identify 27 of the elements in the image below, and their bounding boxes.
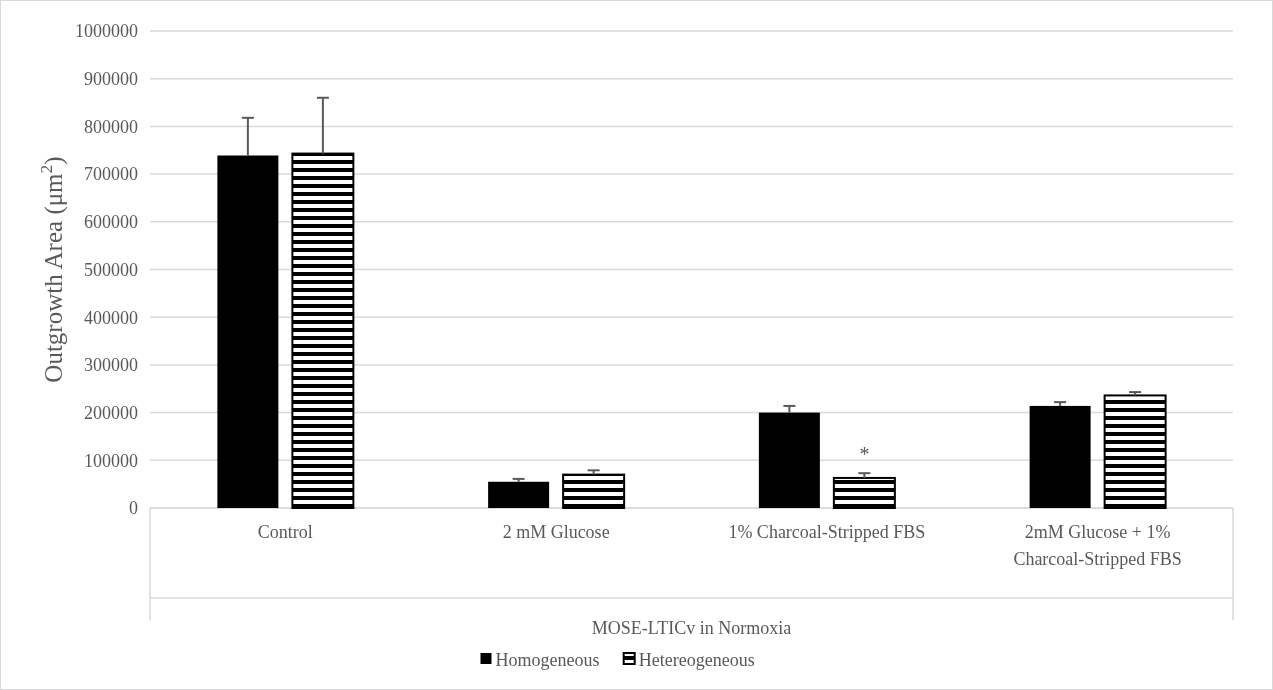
y-tick-label: 300000 bbox=[84, 355, 138, 376]
y-tick-label: 0 bbox=[129, 498, 138, 519]
y-tick-label: 600000 bbox=[84, 212, 138, 233]
x-axis-title: MOSE-LTICv in Normoxia bbox=[591, 618, 792, 638]
data-label: * bbox=[859, 443, 870, 466]
y-tick-label: 100000 bbox=[84, 450, 138, 471]
bar bbox=[1103, 394, 1167, 509]
bar bbox=[291, 152, 355, 509]
legend-label: Homogeneous bbox=[495, 650, 600, 671]
bar bbox=[562, 473, 626, 509]
bar bbox=[217, 155, 279, 508]
x-tick-label: 2 mM Glucose bbox=[502, 522, 610, 542]
bar bbox=[832, 476, 896, 509]
y-tick-label: 900000 bbox=[84, 69, 138, 89]
y-tick-label: 1000000 bbox=[75, 21, 138, 42]
legend-label: Hetereogeneous bbox=[638, 650, 755, 671]
y-tick-label: 700000 bbox=[84, 164, 138, 185]
y-tick-label: 500000 bbox=[84, 259, 138, 280]
y-tick-label: 800000 bbox=[84, 116, 138, 137]
y-tick-label: 200000 bbox=[84, 402, 138, 423]
bar bbox=[488, 481, 550, 508]
y-tick-label: 400000 bbox=[84, 307, 138, 328]
bar bbox=[758, 412, 820, 508]
x-tick-label: 1% Charcoal-Stripped FBS bbox=[728, 522, 926, 542]
x-tick-label: Control bbox=[257, 522, 313, 542]
bar bbox=[1029, 405, 1091, 508]
x-tick-label: 2mM Glucose + 1% Charcoal-Stripped FBS bbox=[1013, 522, 1182, 569]
